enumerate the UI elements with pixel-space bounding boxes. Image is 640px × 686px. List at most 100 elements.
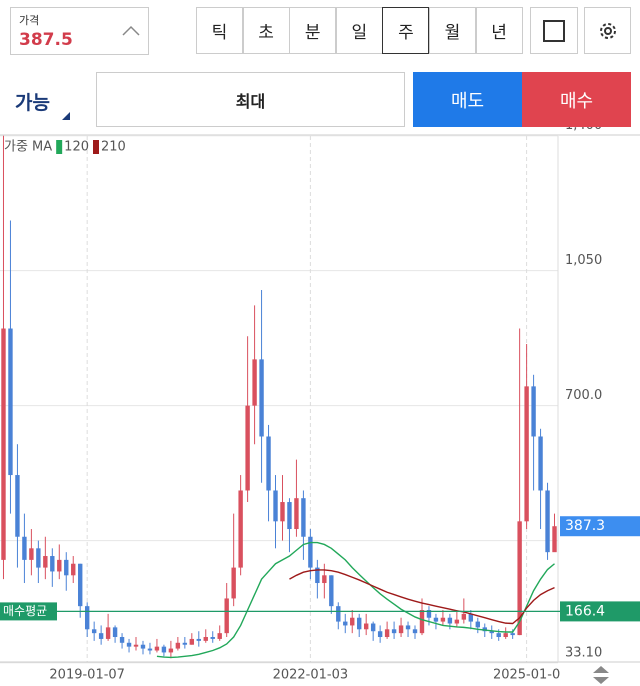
candle-body xyxy=(308,536,313,568)
candle-body xyxy=(29,548,34,560)
price: 387.5 xyxy=(19,30,73,50)
layout-button[interactable] xyxy=(530,7,578,54)
ma-line xyxy=(156,541,555,659)
candle-body xyxy=(301,498,306,537)
candle-body xyxy=(426,610,432,618)
candle-body xyxy=(84,606,90,630)
candle-body xyxy=(370,623,376,632)
candle-body xyxy=(496,633,501,638)
candle-body xyxy=(405,625,411,630)
available[interactable]: 가능 xyxy=(15,92,50,114)
candle-body xyxy=(343,621,348,626)
candle-body xyxy=(105,627,111,639)
candle-body xyxy=(454,619,460,624)
period-button[interactable]: 초 xyxy=(242,7,290,54)
candle-body xyxy=(168,648,174,653)
legend-title: 가중 MA xyxy=(4,140,52,155)
candle-body xyxy=(280,502,285,522)
last-price-tag xyxy=(560,516,640,537)
avg-value: 166.4 xyxy=(565,603,605,619)
candle-body xyxy=(503,633,508,638)
x-tick-label: 2025-01-0 xyxy=(493,668,560,683)
y-tick-label: 33.10 xyxy=(565,645,602,660)
price-box[interactable]: 가격 387.5 xyxy=(10,7,149,55)
candle-body xyxy=(510,633,515,636)
candle-body xyxy=(545,490,550,553)
candle-body xyxy=(140,644,146,649)
candle-body xyxy=(112,627,118,638)
candle-body xyxy=(552,526,557,553)
candle-body xyxy=(482,627,487,632)
legend-label: 120 xyxy=(64,140,89,155)
last-price: 387.3 xyxy=(565,518,605,534)
candle-body xyxy=(64,559,69,576)
candle-body xyxy=(91,629,97,634)
candle-body xyxy=(224,598,229,634)
candle-body xyxy=(71,563,76,576)
candle-body xyxy=(315,567,320,584)
candle-body xyxy=(433,617,439,622)
x-tick-label: 2022-01-03 xyxy=(273,668,349,683)
chevron xyxy=(122,25,140,36)
candle-body xyxy=(538,436,543,491)
candle-body xyxy=(147,648,153,651)
candle-body xyxy=(440,617,446,622)
candle-body xyxy=(266,436,271,491)
period-button[interactable]: 월 xyxy=(429,7,476,54)
candle-body xyxy=(189,638,195,645)
sell-button[interactable]: 매도 xyxy=(413,72,522,127)
candle-body xyxy=(468,613,474,622)
period-button[interactable]: 일 xyxy=(335,7,383,54)
legend-label: 210 xyxy=(101,140,126,155)
candle-body xyxy=(350,617,355,626)
period-button[interactable]: 분 xyxy=(289,7,337,54)
price-label: 가격 xyxy=(19,14,40,27)
settings-button[interactable] xyxy=(584,7,631,54)
candle-body xyxy=(252,359,257,406)
quantity-box[interactable]: 최대 xyxy=(96,72,405,127)
candle-body xyxy=(287,502,292,530)
candle-body xyxy=(50,556,55,572)
candle-body xyxy=(322,575,327,584)
avg-label-bg xyxy=(0,602,57,621)
corner-triangle xyxy=(62,112,70,120)
buy-button[interactable]: 매수 xyxy=(522,72,631,127)
candle-body xyxy=(294,498,299,530)
candle-body xyxy=(217,633,222,639)
candle-body xyxy=(517,521,522,636)
candle-body xyxy=(461,613,467,620)
candle-body xyxy=(363,623,369,630)
candle-body xyxy=(133,644,139,647)
candle-body xyxy=(231,567,236,599)
legend-swatch xyxy=(93,140,99,154)
candle-body xyxy=(182,642,188,645)
candle-body xyxy=(531,386,536,437)
period-button[interactable]: 틱 xyxy=(196,7,243,54)
candle-body xyxy=(57,559,62,572)
candle-body xyxy=(245,405,250,491)
candle-body xyxy=(391,629,397,634)
candle-body xyxy=(175,642,181,649)
candle-body xyxy=(43,556,48,568)
candle-body xyxy=(1,328,6,560)
candle-body xyxy=(36,548,41,568)
period-button[interactable]: 주 xyxy=(382,7,430,54)
candle-body xyxy=(154,646,160,651)
candle-body xyxy=(98,633,104,639)
scroll-icon xyxy=(593,666,609,684)
candle-body xyxy=(210,637,215,639)
y-tick-label: 1,050 xyxy=(565,253,602,268)
candle-body xyxy=(384,629,390,638)
candle-body xyxy=(15,475,20,537)
candle-body xyxy=(447,617,453,624)
legend-swatch xyxy=(56,140,63,154)
candle-body xyxy=(22,536,27,560)
candle-body xyxy=(377,631,383,638)
square-icon xyxy=(543,19,565,42)
candle-body xyxy=(475,621,480,628)
period-button[interactable]: 년 xyxy=(475,7,523,54)
candle-body xyxy=(238,490,243,568)
y-tick-label: 700.0 xyxy=(565,388,602,403)
candle-body xyxy=(161,646,167,653)
